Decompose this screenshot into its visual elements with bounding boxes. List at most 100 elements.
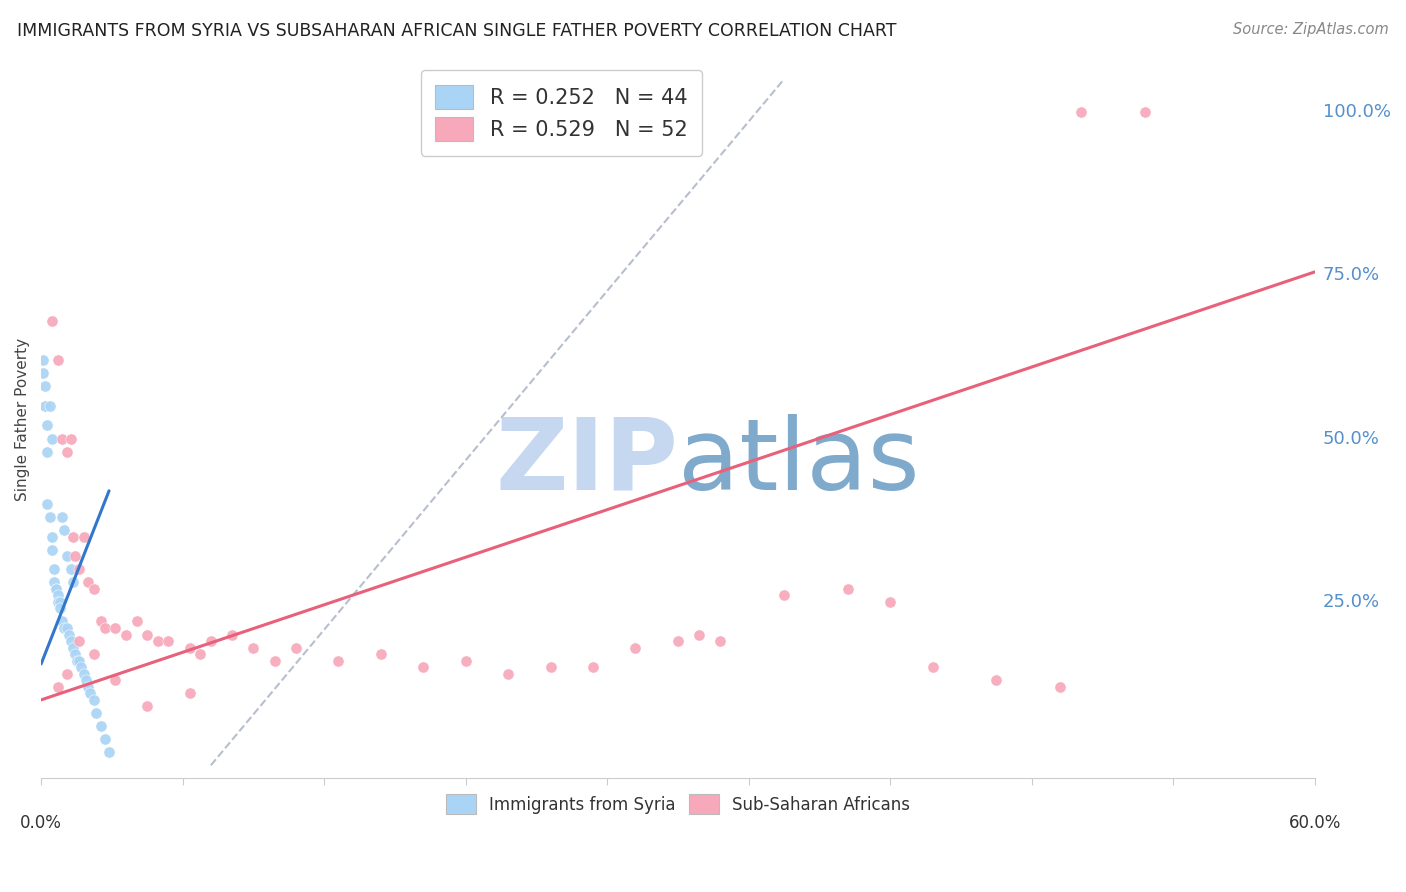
Point [709, 634, 731, 648]
Point [136, 699, 159, 714]
Point [63, 549, 86, 563]
Text: IMMIGRANTS FROM SYRIA VS SUBSAHARAN AFRICAN SINGLE FATHER POVERTY CORRELATION CH: IMMIGRANTS FROM SYRIA VS SUBSAHARAN AFRI… [17, 22, 897, 40]
Point [188, 647, 211, 661]
Point [115, 627, 138, 641]
Text: ZIP: ZIP [495, 414, 678, 510]
Point [37, 444, 59, 458]
Point [70, 660, 93, 674]
Legend: Immigrants from Syria, Sub-Saharan Africans: Immigrants from Syria, Sub-Saharan Afric… [439, 788, 917, 821]
Point [32, 353, 55, 368]
Point [1133, 104, 1156, 119]
Point [284, 640, 307, 655]
Point [53, 621, 76, 635]
Text: 60.0%: 60.0% [1288, 814, 1341, 832]
Point [83, 582, 105, 596]
Point [179, 686, 201, 700]
Text: 0.0%: 0.0% [20, 814, 62, 832]
Point [1049, 680, 1071, 694]
Point [328, 654, 350, 668]
Point [76, 680, 98, 694]
Point [496, 666, 519, 681]
Point [34, 379, 56, 393]
Point [42, 575, 65, 590]
Point [75, 673, 97, 688]
Point [59, 634, 82, 648]
Text: atlas: atlas [678, 414, 920, 510]
Point [370, 647, 392, 661]
Point [51, 510, 73, 524]
Point [125, 615, 148, 629]
Point [582, 660, 605, 674]
Text: 100.0%: 100.0% [1323, 103, 1391, 121]
Point [59, 432, 82, 446]
Point [157, 634, 180, 648]
Point [51, 432, 73, 446]
Text: 25.0%: 25.0% [1323, 593, 1381, 611]
Point [837, 582, 859, 596]
Point [55, 444, 77, 458]
Point [83, 647, 105, 661]
Point [34, 399, 56, 413]
Point [200, 634, 222, 648]
Point [46, 353, 69, 368]
Point [104, 673, 127, 688]
Point [49, 595, 72, 609]
Point [921, 660, 943, 674]
Point [79, 686, 101, 700]
Point [76, 575, 98, 590]
Point [94, 732, 117, 747]
Point [41, 542, 63, 557]
Point [83, 693, 105, 707]
Point [58, 627, 80, 641]
Point [45, 582, 67, 596]
Point [55, 621, 77, 635]
Point [104, 621, 127, 635]
Point [136, 627, 159, 641]
Point [146, 634, 169, 648]
Point [59, 562, 82, 576]
Point [38, 510, 60, 524]
Text: 50.0%: 50.0% [1323, 430, 1379, 448]
Point [67, 634, 90, 648]
Point [179, 640, 201, 655]
Point [46, 595, 69, 609]
Point [62, 575, 84, 590]
Point [46, 680, 69, 694]
Point [63, 647, 86, 661]
Point [263, 654, 285, 668]
Point [49, 601, 72, 615]
Point [51, 615, 73, 629]
Point [62, 640, 84, 655]
Text: Source: ZipAtlas.com: Source: ZipAtlas.com [1233, 22, 1389, 37]
Point [624, 640, 647, 655]
Point [773, 588, 796, 602]
Point [55, 549, 77, 563]
Point [67, 562, 90, 576]
Point [32, 366, 55, 380]
Point [37, 497, 59, 511]
Point [540, 660, 562, 674]
Point [666, 634, 689, 648]
Point [221, 627, 243, 641]
Point [90, 719, 112, 733]
Point [41, 530, 63, 544]
Text: 75.0%: 75.0% [1323, 266, 1381, 285]
Point [94, 621, 117, 635]
Point [98, 745, 121, 759]
Point [1070, 104, 1092, 119]
Point [41, 432, 63, 446]
Point [242, 640, 264, 655]
Point [62, 530, 84, 544]
Point [72, 666, 94, 681]
Point [37, 418, 59, 433]
Point [454, 654, 477, 668]
Point [38, 399, 60, 413]
Point [879, 595, 901, 609]
Point [42, 562, 65, 576]
Point [41, 314, 63, 328]
Point [84, 706, 107, 720]
Point [45, 582, 67, 596]
Point [67, 654, 90, 668]
Point [986, 673, 1008, 688]
Point [53, 523, 76, 537]
